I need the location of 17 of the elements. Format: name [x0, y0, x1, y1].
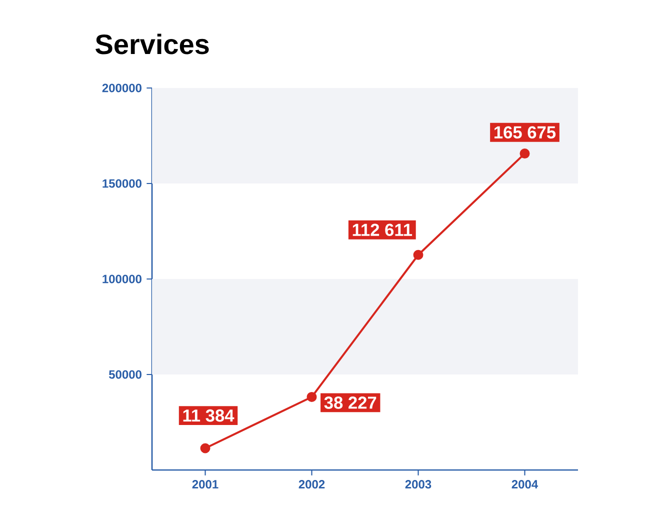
- y-tick-label: 200000: [102, 84, 142, 92]
- data-label: 165 675: [494, 126, 556, 138]
- y-tick-label: 50000: [108, 370, 142, 379]
- chart-title: Services: [96, 34, 209, 54]
- data-label: 11 384: [183, 409, 234, 422]
- y-tick-label: 100000: [102, 274, 142, 284]
- point: [520, 148, 530, 159]
- point: [200, 443, 210, 454]
- data-label: 112 611: [352, 224, 412, 236]
- x-tick-label: 2001: [192, 480, 218, 489]
- y-tick-label: 150000: [102, 179, 142, 188]
- point: [413, 250, 424, 260]
- x-tick-label: 2004: [512, 480, 538, 489]
- point: [306, 392, 317, 402]
- x-tick-label: 2002: [298, 480, 325, 489]
- data-label: 38 227: [324, 396, 376, 409]
- x-tick-label: 2003: [405, 480, 432, 489]
